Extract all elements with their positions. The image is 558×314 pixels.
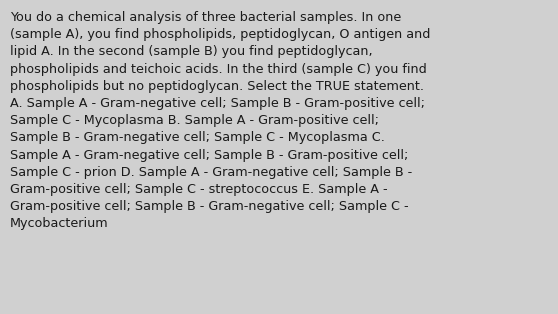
- Text: You do a chemical analysis of three bacterial samples. In one
(sample A), you fi: You do a chemical analysis of three bact…: [10, 11, 430, 230]
